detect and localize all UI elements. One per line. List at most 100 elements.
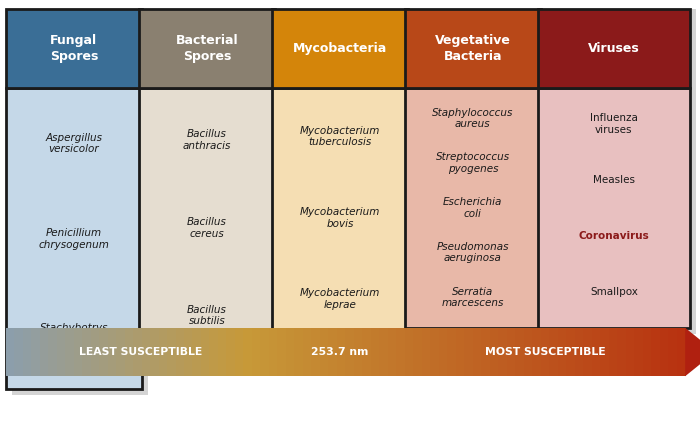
- Bar: [538, 88, 690, 328]
- Polygon shape: [685, 328, 700, 376]
- Bar: [31, 328, 41, 376]
- Bar: [14, 328, 24, 376]
- Text: Fungal
Spores: Fungal Spores: [50, 34, 98, 63]
- Bar: [634, 328, 644, 376]
- Bar: [209, 328, 219, 376]
- Bar: [558, 328, 567, 376]
- Bar: [363, 328, 372, 376]
- Bar: [411, 9, 547, 334]
- Bar: [566, 328, 576, 376]
- Bar: [141, 328, 151, 376]
- Bar: [235, 328, 244, 376]
- Bar: [677, 328, 686, 376]
- Bar: [575, 328, 584, 376]
- Text: MOST SUSCEPTIBLE: MOST SUSCEPTIBLE: [484, 347, 606, 357]
- Text: Staphylococcus
aureus: Staphylococcus aureus: [432, 107, 514, 129]
- Text: Vegetative
Bacteria: Vegetative Bacteria: [435, 34, 511, 63]
- Bar: [544, 9, 696, 334]
- Bar: [48, 328, 57, 376]
- Bar: [490, 328, 499, 376]
- Bar: [272, 9, 408, 88]
- Bar: [447, 328, 457, 376]
- Bar: [218, 328, 228, 376]
- Bar: [541, 328, 550, 376]
- Bar: [272, 88, 408, 348]
- Bar: [193, 328, 202, 376]
- Bar: [583, 328, 593, 376]
- Bar: [414, 328, 423, 376]
- Bar: [507, 328, 517, 376]
- Text: Serratia
marcescens: Serratia marcescens: [442, 286, 504, 308]
- Bar: [464, 328, 474, 376]
- Bar: [184, 328, 193, 376]
- Text: Mycobacteria: Mycobacteria: [293, 42, 387, 55]
- Bar: [515, 328, 525, 376]
- Bar: [6, 9, 142, 88]
- Bar: [90, 328, 100, 376]
- Text: Viruses: Viruses: [588, 42, 640, 55]
- Text: Mycobacterium
leprae: Mycobacterium leprae: [300, 288, 380, 310]
- Bar: [167, 328, 176, 376]
- Bar: [99, 328, 108, 376]
- Text: Influenza
viruses: Influenza viruses: [590, 113, 638, 135]
- Bar: [74, 328, 83, 376]
- Bar: [108, 328, 117, 376]
- Bar: [439, 328, 448, 376]
- Bar: [312, 328, 321, 376]
- Bar: [252, 328, 262, 376]
- Text: Coronavirus: Coronavirus: [578, 231, 650, 241]
- Bar: [6, 88, 142, 389]
- Bar: [139, 9, 275, 88]
- Text: Streptococcus
pyogenes: Streptococcus pyogenes: [436, 152, 510, 174]
- Bar: [125, 328, 134, 376]
- Bar: [651, 328, 661, 376]
- Bar: [668, 328, 678, 376]
- Text: Stachybotrys
chartarum: Stachybotrys chartarum: [40, 323, 108, 345]
- Bar: [133, 328, 143, 376]
- Bar: [473, 328, 482, 376]
- Bar: [320, 328, 330, 376]
- Bar: [227, 328, 236, 376]
- Bar: [532, 328, 542, 376]
- Bar: [6, 328, 15, 376]
- Bar: [139, 88, 275, 367]
- Bar: [538, 9, 690, 88]
- Bar: [430, 328, 440, 376]
- Bar: [303, 328, 312, 376]
- Text: Aspergillus
versicolor: Aspergillus versicolor: [46, 133, 102, 154]
- Bar: [295, 328, 304, 376]
- Bar: [609, 328, 618, 376]
- Bar: [22, 328, 32, 376]
- Text: Measles: Measles: [593, 175, 635, 185]
- Bar: [286, 328, 295, 376]
- Bar: [269, 328, 279, 376]
- Bar: [57, 328, 66, 376]
- Bar: [82, 328, 92, 376]
- Bar: [145, 9, 281, 374]
- Bar: [158, 328, 168, 376]
- Text: Smallpox: Smallpox: [590, 287, 638, 297]
- Bar: [396, 328, 406, 376]
- Bar: [456, 328, 466, 376]
- Bar: [150, 328, 160, 376]
- Bar: [12, 9, 148, 396]
- Bar: [277, 328, 287, 376]
- Text: Mycobacterium
bovis: Mycobacterium bovis: [300, 207, 380, 229]
- Bar: [617, 328, 626, 376]
- Bar: [626, 328, 635, 376]
- Bar: [40, 328, 49, 376]
- Text: Mycobacterium
tuberculosis: Mycobacterium tuberculosis: [300, 126, 380, 147]
- Text: Pseudomonas
aeruginosa: Pseudomonas aeruginosa: [437, 242, 509, 264]
- Bar: [388, 328, 398, 376]
- Bar: [550, 328, 559, 376]
- Text: LEAST SUSCEPTIBLE: LEAST SUSCEPTIBLE: [78, 347, 202, 357]
- Text: Bacillus
cereus: Bacillus cereus: [187, 217, 227, 238]
- Bar: [659, 328, 669, 376]
- Bar: [354, 328, 363, 376]
- Bar: [643, 328, 652, 376]
- Bar: [244, 328, 253, 376]
- Bar: [601, 328, 610, 376]
- Bar: [422, 328, 431, 376]
- Bar: [371, 328, 380, 376]
- Bar: [592, 328, 601, 376]
